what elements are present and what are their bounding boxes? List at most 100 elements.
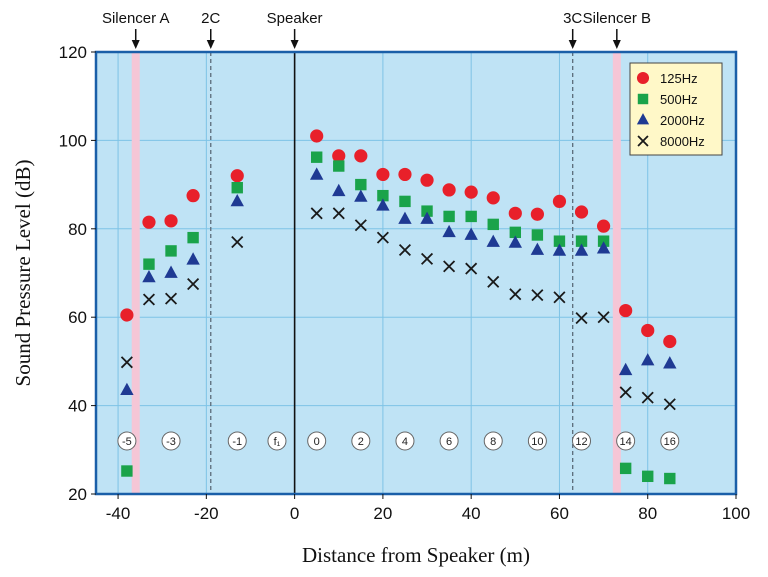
data-point [186,189,200,203]
marker-label: Speaker [267,10,323,27]
data-point [187,231,199,244]
legend-swatch [636,113,650,125]
data-point [354,149,368,163]
y-tick-label: 40 [68,397,87,416]
plot-background [96,52,736,494]
marker-label: 3C [563,10,582,27]
y-axis-label: Sound Pressure Level (dB) [11,160,35,387]
data-point [597,235,610,247]
position-label: 8 [483,431,503,451]
series-500Hz [121,151,676,485]
series-8000Hz [120,207,676,411]
data-point [398,243,412,257]
data-point [619,303,633,318]
marker-arrow-head [290,40,299,49]
data-point [120,356,133,369]
x-axis-label: Distance from Speaker (m) [302,543,530,567]
data-point [333,160,345,172]
data-point [641,353,655,366]
plot-frame [94,50,738,496]
data-point [553,291,566,304]
position-text: 10 [531,436,543,448]
data-point [465,210,477,223]
y-tick-label: 80 [68,220,87,239]
data-point [164,214,178,228]
position-circle [395,431,415,451]
data-point [376,231,389,244]
data-points [120,129,677,485]
vertical-markers [131,52,621,494]
data-point [443,260,456,273]
legend-label: 125Hz [660,71,698,86]
data-point [664,472,676,485]
data-point [530,207,544,221]
position-label: 12 [572,431,592,451]
data-point [619,462,632,475]
marker-label: 2C [201,10,220,27]
marker-label: Silencer B [583,10,651,27]
position-circle [267,431,287,451]
position-label: 0 [307,431,327,451]
data-point [120,382,134,395]
data-point [332,149,346,163]
data-point [187,278,200,291]
data-point [509,226,522,239]
data-point [230,193,244,207]
data-point [142,215,156,229]
data-point [310,151,323,163]
data-point [142,293,156,306]
data-point [531,229,544,241]
legend-label: 500Hz [660,92,698,107]
data-point [332,207,345,220]
data-point [553,235,566,247]
position-text: -1 [232,436,242,448]
data-point [443,210,455,223]
position-circle [572,431,592,451]
x-tick-label: 0 [290,504,299,523]
data-point [420,173,434,187]
data-point [121,465,133,477]
position-text: 6 [446,436,452,448]
data-point [486,234,500,247]
position-label: f₁ [267,431,287,451]
data-point [596,241,611,254]
data-point [143,258,155,270]
data-point [231,181,243,194]
data-point [574,243,589,256]
data-point [618,362,633,376]
position-label: 4 [395,431,415,451]
silencer-band [612,52,621,494]
data-point [398,167,412,182]
data-point [376,167,390,182]
data-point [530,242,545,255]
marker-arrow-head [206,40,215,49]
y-tick-label: 120 [59,43,87,62]
position-label: 10 [527,431,547,451]
legend-swatch [637,93,649,105]
position-circle [307,431,327,451]
position-label: -5 [117,431,137,451]
data-point [442,224,456,238]
data-point [442,183,456,197]
position-labels: -5 -3 -1 f₁ 0 2 4 6 8 10 12 14 16 [117,431,680,451]
data-point [509,288,522,301]
data-point [619,386,632,399]
position-circle [161,431,181,451]
data-point [575,235,588,247]
position-text: -5 [122,436,132,448]
position-circle [616,431,636,451]
data-point [663,356,677,369]
data-point [399,195,411,208]
x-tick-label: 100 [722,504,750,523]
data-point [487,275,500,288]
data-point [332,183,346,197]
data-point [552,194,567,208]
position-label: 2 [351,431,371,451]
series-125Hz [120,129,677,349]
data-point [120,308,134,322]
position-text: 8 [490,436,496,448]
x-tick-label: -20 [194,504,219,523]
legend: 125Hz 500Hz 2000Hz 8000Hz [629,62,723,156]
data-point [164,292,178,305]
